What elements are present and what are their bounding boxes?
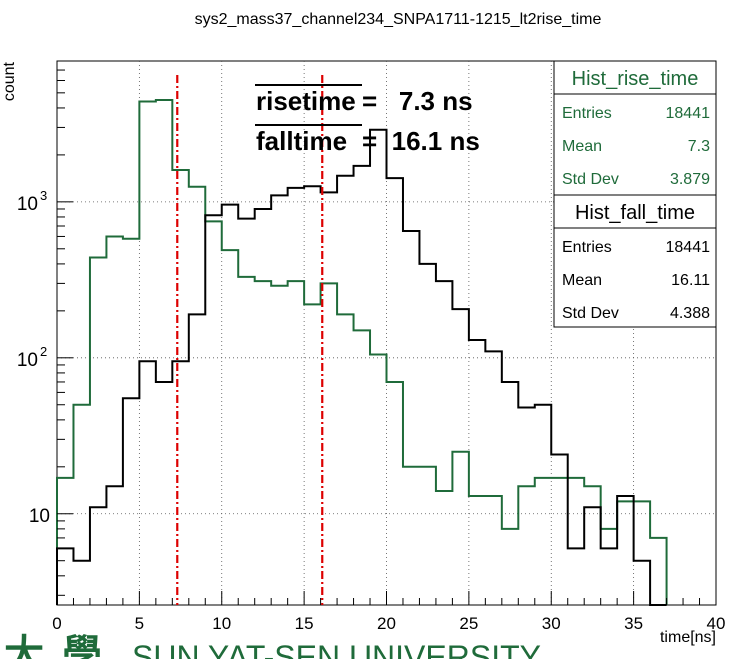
stats-row-label: Entries bbox=[562, 239, 612, 256]
stats-row-value: 7.3 bbox=[688, 138, 710, 155]
y-tick-label: 10 bbox=[29, 506, 50, 527]
x-tick-label: 0 bbox=[52, 614, 61, 633]
university-watermark: 大 學 SUN YAT-SEN UNIVERSITY bbox=[4, 633, 541, 664]
stats-box-title: Hist_fall_time bbox=[575, 202, 695, 224]
x-axis-label: time[ns] bbox=[660, 629, 716, 646]
x-tick-label: 25 bbox=[459, 614, 478, 633]
histogram-series-rise-time bbox=[56, 98, 668, 605]
stats-row-label: Entries bbox=[562, 105, 612, 122]
x-tick-label: 40 bbox=[707, 614, 726, 633]
university-logo-glyph-1: 大 bbox=[4, 633, 44, 659]
risetime-annotation-value: = 7.3 ns bbox=[362, 86, 473, 116]
histogram-series bbox=[56, 98, 668, 606]
stats-box-fall bbox=[553, 194, 717, 328]
x-tick-label: 30 bbox=[542, 614, 561, 633]
y-tick-label-exponent: 3 bbox=[40, 188, 47, 203]
y-tick-label: 10 bbox=[17, 350, 38, 371]
stats-row-value: 3.879 bbox=[670, 171, 710, 188]
x-tick-label: 5 bbox=[135, 614, 144, 633]
x-tick-label: 10 bbox=[212, 614, 231, 633]
x-tick-label: 20 bbox=[377, 614, 396, 633]
mean-annotations: risetime = 7.3 ns falltime = 16.1 ns bbox=[255, 84, 480, 156]
stats-row-value: 18441 bbox=[666, 105, 711, 122]
stats-box-title: Hist_rise_time bbox=[572, 68, 699, 90]
y-tick-label: 10 bbox=[17, 194, 38, 215]
stats-box-rise bbox=[553, 60, 717, 196]
stats-row-value: 18441 bbox=[666, 239, 711, 256]
falltime-annotation-name: falltime bbox=[256, 126, 347, 156]
histogram-series-fall-time bbox=[56, 128, 667, 606]
stats-row-value: 16.11 bbox=[671, 272, 710, 289]
y-tick-label-exponent: 2 bbox=[40, 344, 47, 359]
stats-row-label: Mean bbox=[562, 138, 602, 155]
university-watermark-text: SUN YAT-SEN UNIVERSITY bbox=[132, 639, 541, 659]
stats-row-label: Std Dev bbox=[562, 305, 619, 322]
risetime-annotation-name: risetime bbox=[256, 86, 356, 116]
y-axis-label: count bbox=[1, 61, 18, 101]
x-tick-label: 15 bbox=[295, 614, 314, 633]
stats-row-label: Mean bbox=[562, 272, 602, 289]
chart-title: sys2_mass37_channel234_SNPA1711-1215_lt2… bbox=[195, 11, 602, 28]
university-logo-glyph-2: 學 bbox=[62, 633, 102, 659]
stats-row-value: 4.388 bbox=[670, 305, 710, 322]
falltime-annotation-value: = 16.1 ns bbox=[362, 126, 480, 156]
stats-row-label: Std Dev bbox=[562, 171, 619, 188]
stats-boxes: Hist_rise_time Entries 18441 Mean 7.3 Std Dev… bbox=[553, 60, 717, 328]
x-tick-label: 35 bbox=[624, 614, 643, 633]
